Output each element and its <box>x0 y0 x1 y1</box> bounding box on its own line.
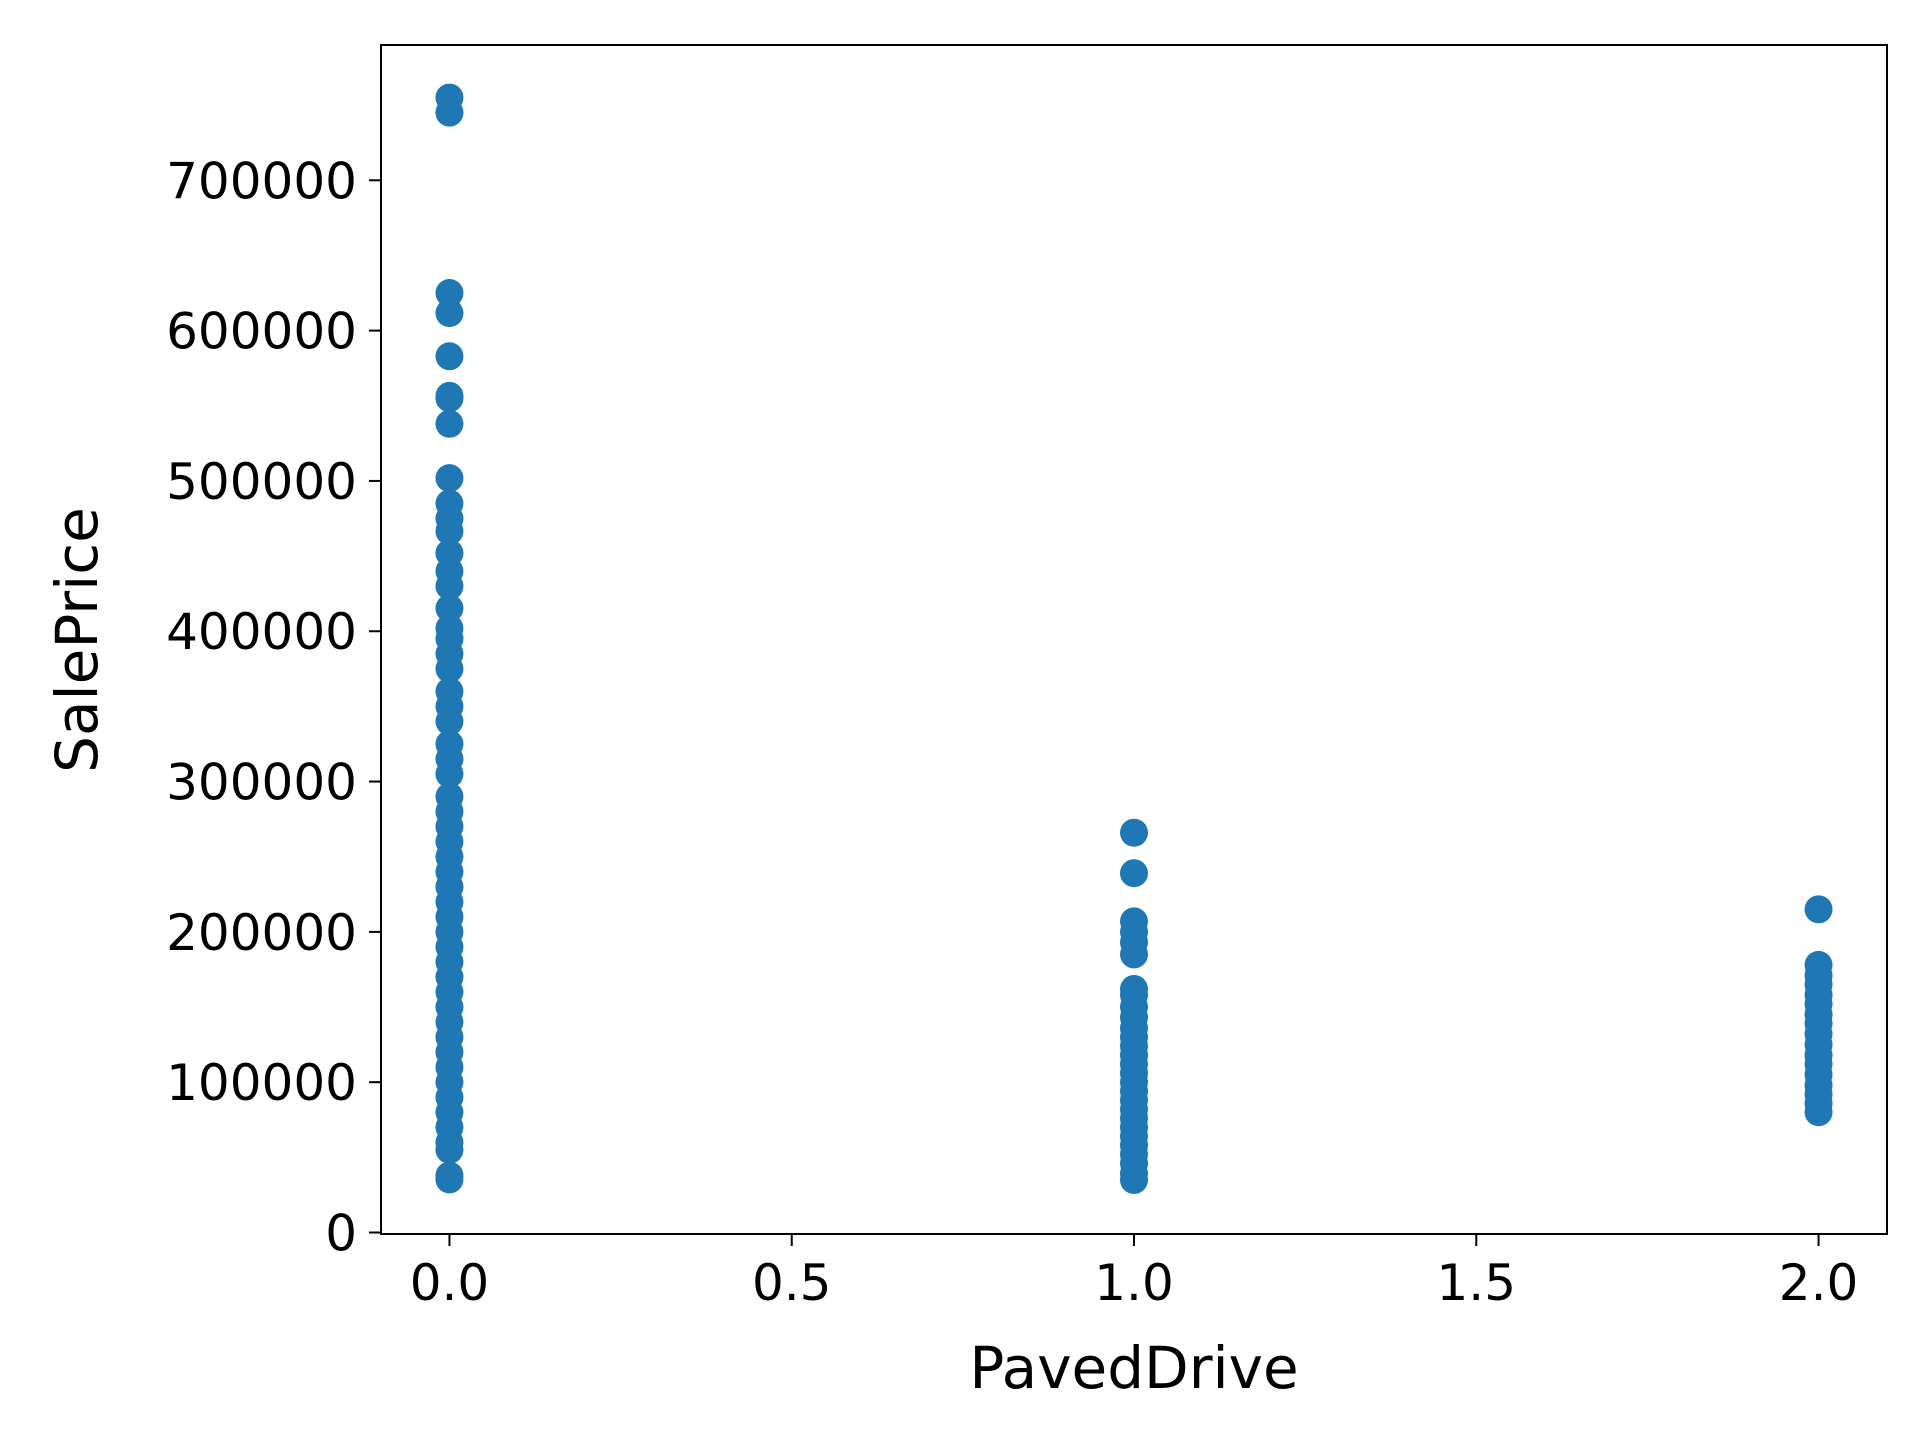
scatter-point <box>435 279 464 308</box>
y-tick-label: 600000 <box>166 303 357 361</box>
scatter-point <box>435 1165 464 1194</box>
scatter-point <box>435 707 464 736</box>
scatter-point <box>435 517 464 546</box>
y-axis-label: SalePrice <box>43 507 111 773</box>
y-tick-label: 200000 <box>166 904 357 962</box>
y-tick-label: 100000 <box>166 1054 357 1112</box>
x-tick-label: 1.0 <box>1094 1254 1174 1312</box>
scatter-point <box>435 1135 464 1164</box>
scatter-point <box>435 464 464 493</box>
scatter-point <box>435 299 464 328</box>
scatter-point <box>435 98 464 127</box>
y-axis: 0 100000 200000 300000 400000 500000 600000 700… <box>166 152 381 1262</box>
scatter-point <box>1120 940 1148 969</box>
x-axis: 0.0 0.5 1.0 1.5 2.0 <box>410 1234 1859 1312</box>
x-tick-label: 0.0 <box>410 1254 490 1312</box>
y-tick-label: 500000 <box>166 453 357 511</box>
x-tick-label: 2.0 <box>1779 1254 1859 1312</box>
x-tick-label: 0.5 <box>752 1254 832 1312</box>
scatter-point <box>435 594 464 623</box>
x-axis-label: PavedDrive <box>969 1334 1298 1402</box>
scatter-point <box>1804 895 1833 924</box>
scatter-point <box>435 384 464 413</box>
scatter-point <box>435 654 464 683</box>
y-tick-label: 0 <box>325 1204 357 1262</box>
y-tick-label: 700000 <box>166 152 357 210</box>
scatter-point <box>435 342 464 371</box>
scatter-point <box>1804 1098 1833 1127</box>
y-tick-label: 400000 <box>166 603 357 661</box>
scatter-point <box>1120 859 1148 888</box>
scatter-point <box>1120 818 1148 847</box>
scatter-point <box>435 409 464 438</box>
scatter-point <box>435 760 464 789</box>
y-tick-label: 300000 <box>166 754 357 812</box>
scatter-point <box>435 572 464 601</box>
points-layer <box>435 83 1833 1195</box>
x-tick-label: 1.5 <box>1437 1254 1517 1312</box>
scatter-point <box>1120 1166 1148 1195</box>
